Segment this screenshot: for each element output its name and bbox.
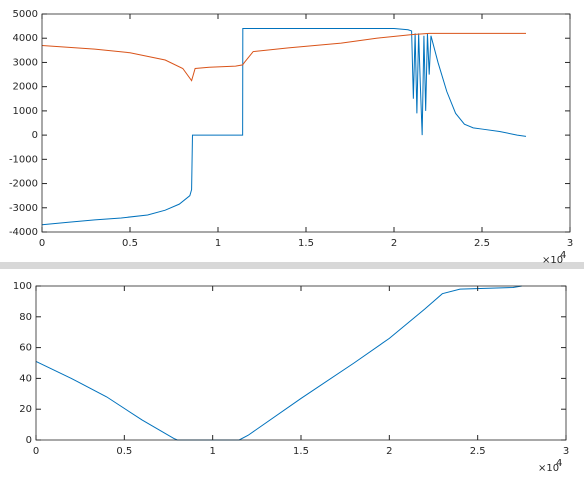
x-tick-label: 2.5 [470, 446, 486, 457]
data-line [35, 285, 522, 441]
x-tick-label: 3 [567, 238, 573, 249]
x-scale-exponent: 4 [560, 250, 566, 261]
x-tick-label: 3 [563, 446, 569, 457]
x-tick-label: 0.5 [116, 446, 132, 457]
y-tick-label: 60 [19, 343, 32, 354]
data-line [41, 32, 526, 82]
y-tick-label: 80 [19, 312, 32, 323]
y-tick-label: -4000 [9, 227, 38, 238]
y-tick-label: -1000 [9, 154, 38, 165]
x-tick-label: 0.5 [122, 238, 138, 249]
x-scale-label: ×10 [538, 463, 559, 474]
x-tick-label: 1 [209, 446, 215, 457]
x-tick-label: 0 [33, 446, 39, 457]
x-tick-label: 2 [391, 238, 397, 249]
x-tick-label: 1.5 [293, 446, 309, 457]
y-tick-label: 2000 [13, 82, 38, 93]
x-tick-label: 0 [39, 238, 45, 249]
y-tick-label: -2000 [9, 179, 38, 190]
panel-divider [0, 262, 584, 269]
x-tick-label: 1 [215, 238, 221, 249]
y-tick-label: 0 [32, 130, 38, 141]
x-tick-label: 1.5 [298, 238, 314, 249]
y-tick-label: 0 [26, 435, 32, 446]
y-tick-label: 5000 [13, 9, 38, 20]
x-tick-label: 2.5 [474, 238, 490, 249]
y-tick-label: 20 [19, 404, 32, 415]
x-tick-label: 2 [386, 446, 392, 457]
y-tick-label: 3000 [13, 57, 38, 68]
plot-area [42, 14, 570, 232]
x-scale-label: ×10 [542, 255, 563, 266]
y-tick-label: 40 [19, 373, 32, 384]
y-tick-label: 4000 [13, 33, 38, 44]
plot-area [36, 286, 566, 440]
data-line [41, 28, 527, 226]
x-scale-exponent: 4 [556, 458, 562, 469]
y-tick-label: -3000 [9, 203, 38, 214]
y-tick-label: 100 [13, 281, 32, 292]
y-tick-label: 1000 [13, 106, 38, 117]
